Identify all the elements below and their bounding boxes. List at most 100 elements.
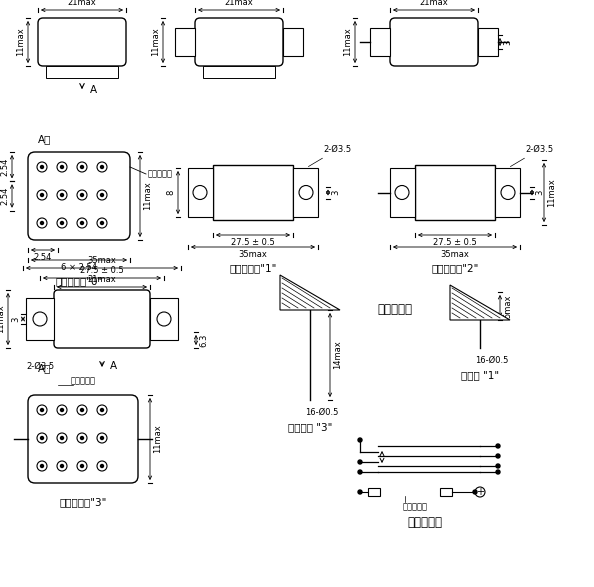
Circle shape [97, 433, 107, 443]
Circle shape [57, 461, 67, 471]
Circle shape [81, 464, 84, 467]
Circle shape [77, 461, 87, 471]
Circle shape [496, 444, 500, 448]
Circle shape [37, 190, 47, 200]
Text: 16-Ø0.5: 16-Ø0.5 [475, 356, 508, 365]
Text: 11max: 11max [151, 28, 160, 56]
Circle shape [100, 409, 103, 411]
Text: 11max: 11max [0, 305, 5, 333]
Circle shape [100, 194, 103, 197]
Circle shape [97, 405, 107, 415]
Text: 2-Ø3.5: 2-Ø3.5 [510, 145, 553, 167]
Text: 着色绝缘子: 着色绝缘子 [71, 376, 96, 385]
Polygon shape [280, 275, 340, 310]
Text: 35max: 35max [441, 250, 469, 259]
Circle shape [40, 437, 43, 440]
Text: 安装方式："2": 安装方式："2" [431, 263, 479, 273]
FancyBboxPatch shape [54, 290, 150, 348]
Circle shape [81, 409, 84, 411]
Circle shape [473, 490, 477, 494]
Bar [370, 28, 390, 56]
Circle shape [40, 409, 43, 411]
Circle shape [81, 437, 84, 440]
Circle shape [37, 405, 47, 415]
FancyBboxPatch shape [38, 18, 126, 66]
Text: 3: 3 [535, 190, 544, 195]
Text: 3: 3 [11, 316, 20, 322]
FancyBboxPatch shape [28, 395, 138, 483]
Circle shape [100, 464, 103, 467]
Text: 6.3: 6.3 [199, 333, 208, 347]
Circle shape [37, 433, 47, 443]
Circle shape [77, 433, 87, 443]
Circle shape [57, 190, 67, 200]
Text: 35max: 35max [239, 250, 267, 259]
Text: 11max: 11max [547, 178, 556, 207]
Text: A: A [110, 361, 117, 371]
Text: 11max: 11max [343, 28, 352, 56]
Text: 后激励线圈: 后激励线圈 [403, 502, 428, 511]
Circle shape [61, 194, 64, 197]
Bar [26, 298, 54, 340]
Circle shape [57, 218, 67, 228]
Text: 2.54: 2.54 [34, 253, 52, 262]
Circle shape [57, 405, 67, 415]
Bar [283, 28, 303, 56]
Circle shape [358, 490, 362, 494]
Circle shape [57, 162, 67, 172]
Circle shape [97, 218, 107, 228]
Text: 16-Ø0.5: 16-Ø0.5 [305, 408, 339, 417]
Circle shape [501, 185, 515, 200]
Text: 14max: 14max [333, 340, 342, 369]
Bar [293, 168, 318, 217]
Bar [175, 28, 195, 56]
Bar [150, 298, 178, 340]
Circle shape [299, 185, 313, 200]
Circle shape [40, 221, 43, 224]
Text: 安装方式："1": 安装方式："1" [229, 263, 277, 273]
Circle shape [358, 460, 362, 464]
Bar [46, 66, 118, 78]
Text: 3: 3 [331, 190, 340, 195]
Circle shape [358, 438, 362, 442]
Circle shape [100, 166, 103, 168]
Circle shape [496, 464, 500, 468]
Circle shape [61, 464, 64, 467]
Circle shape [496, 454, 500, 458]
Text: 21max: 21max [68, 0, 96, 7]
Text: 2-Ø3.5: 2-Ø3.5 [308, 145, 351, 167]
Bar [415, 165, 495, 220]
Bar [495, 168, 520, 217]
Circle shape [40, 166, 43, 168]
FancyBboxPatch shape [28, 152, 130, 240]
Text: 27.5 ± 0.5: 27.5 ± 0.5 [80, 266, 124, 275]
Text: 11max: 11max [153, 424, 162, 453]
Text: 底视电路图: 底视电路图 [407, 516, 443, 529]
Circle shape [77, 162, 87, 172]
Bar [203, 66, 275, 78]
Text: 11max: 11max [143, 181, 152, 210]
Text: 5max: 5max [503, 294, 512, 318]
Circle shape [395, 185, 409, 200]
Circle shape [81, 166, 84, 168]
Circle shape [81, 221, 84, 224]
Text: 软引线式 "3": 软引线式 "3" [288, 422, 332, 432]
Circle shape [61, 221, 64, 224]
Circle shape [77, 405, 87, 415]
Text: 2.54: 2.54 [0, 187, 9, 205]
Circle shape [77, 190, 87, 200]
Text: 8: 8 [166, 190, 175, 195]
Circle shape [97, 162, 107, 172]
Circle shape [33, 312, 47, 326]
Circle shape [40, 194, 43, 197]
Text: 插针式 "1": 插针式 "1" [461, 370, 499, 380]
Circle shape [81, 194, 84, 197]
Text: 27.5 ± 0.5: 27.5 ± 0.5 [231, 238, 275, 247]
Text: 引出端型式: 引出端型式 [378, 303, 412, 316]
Text: 安装方式："3": 安装方式："3" [59, 497, 107, 507]
Bar [440, 488, 452, 496]
Circle shape [40, 464, 43, 467]
Circle shape [475, 487, 485, 497]
Text: 6 × 2.54: 6 × 2.54 [61, 263, 97, 272]
Polygon shape [450, 285, 510, 320]
